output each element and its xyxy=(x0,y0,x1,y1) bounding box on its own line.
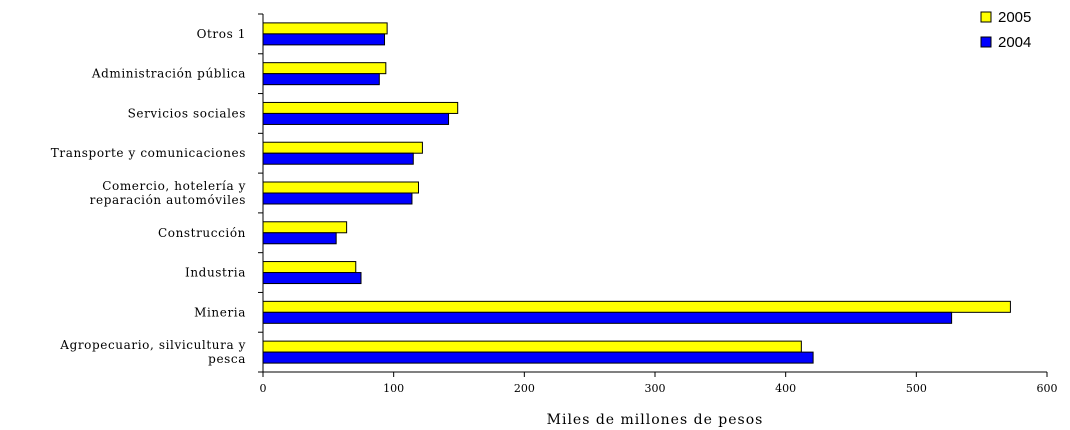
legend-label-2004: 2004 xyxy=(998,34,1031,51)
bar-2004-7 xyxy=(262,311,953,324)
x-tick-label: 100 xyxy=(383,382,404,395)
bar-2004-5 xyxy=(262,232,337,245)
category-label: Construcción xyxy=(158,226,246,240)
x-axis-title: Miles de millones de pesos xyxy=(547,412,764,428)
bar-2004-4 xyxy=(262,192,413,205)
bar-2004-2 xyxy=(262,112,450,125)
category-label-line: Transporte y comunicaciones xyxy=(51,146,246,160)
bar-2005-5 xyxy=(262,221,348,234)
bar-2004-0 xyxy=(262,33,386,46)
bar-2005-3 xyxy=(262,141,423,154)
x-tick-label: 300 xyxy=(645,382,666,395)
category-label: Servicios sociales xyxy=(128,106,246,120)
category-label-line: reparación automóviles xyxy=(90,193,246,207)
bar-2005-4 xyxy=(262,181,419,194)
bar-2004-6 xyxy=(262,272,362,285)
category-label: Agropecuario, silvicultura y pesca xyxy=(59,338,246,366)
category-label-line: Construcción xyxy=(158,226,246,240)
legend-swatch-2005 xyxy=(980,11,992,23)
category-label-line: pesca xyxy=(208,352,246,366)
category-label-line: Mineria xyxy=(194,305,246,319)
legend-swatch-2004 xyxy=(980,36,992,48)
axes-layer xyxy=(258,13,1048,377)
x-tick-label: 400 xyxy=(775,382,796,395)
bar-2005-6 xyxy=(262,261,357,274)
category-label: Comercio, hotelería y reparación automóvi… xyxy=(90,179,246,207)
bar-2005-2 xyxy=(262,101,459,114)
bar-2005-7 xyxy=(262,300,1011,313)
legend: 2005 2004 xyxy=(980,9,1031,51)
x-tick-label: 200 xyxy=(514,382,535,395)
category-label: Otros 1 xyxy=(197,27,246,41)
bar-2004-1 xyxy=(262,73,380,86)
x-tick-label: 500 xyxy=(906,382,927,395)
category-label: Administración pública xyxy=(91,67,246,81)
bar-2005-8 xyxy=(262,340,802,353)
legend-label-2005: 2005 xyxy=(998,9,1031,26)
x-tick-label: 0 xyxy=(260,382,267,395)
category-label: Industria xyxy=(185,266,246,280)
category-label-line: Administración pública xyxy=(91,67,246,81)
category-label-line: Comercio, hotelería y xyxy=(102,179,246,193)
bar-2005-0 xyxy=(262,22,388,35)
x-tick-label: 600 xyxy=(1037,382,1058,395)
bar-2005-1 xyxy=(262,62,387,75)
category-label-line: Industria xyxy=(185,266,246,280)
category-label-line: Otros 1 xyxy=(197,27,246,41)
category-label-line: Servicios sociales xyxy=(128,106,246,120)
category-label-line: Agropecuario, silvicultura y xyxy=(59,338,246,352)
category-label: Mineria xyxy=(194,305,246,319)
bar-2004-8 xyxy=(262,351,814,364)
labels-layer: 0 100 200 300 400 500 600 Otros 1 Administración… xyxy=(51,27,1058,395)
category-label: Transporte y comunicaciones xyxy=(51,146,246,160)
bar-2004-3 xyxy=(262,152,414,165)
bars-layer xyxy=(262,22,1011,364)
